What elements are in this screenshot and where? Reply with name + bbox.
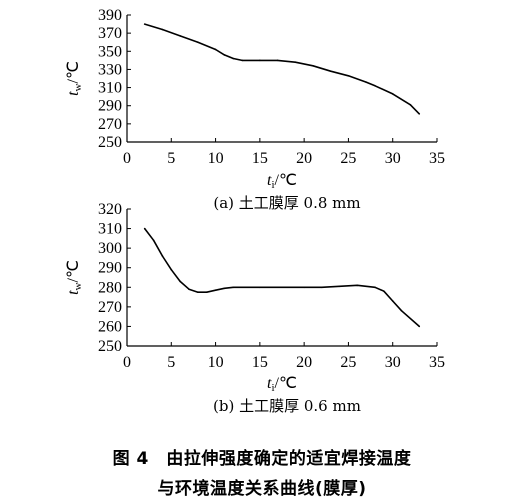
data-point: [197, 41, 199, 44]
data-point: [365, 81, 367, 83]
x-axis-label: ti/℃: [267, 375, 297, 394]
data-point: [383, 290, 385, 292]
x-tick-label: 25: [340, 354, 356, 371]
y-tick-label: 330: [98, 61, 122, 78]
y-tick-label: 390: [98, 7, 122, 24]
y-tick-label: 270: [98, 299, 122, 316]
series-line: [144, 228, 420, 328]
data-point: [303, 286, 305, 289]
data-point: [409, 104, 412, 106]
x-tick-label: 10: [208, 354, 224, 371]
x-tick-label: 20: [296, 150, 312, 167]
y-tick-label: 310: [98, 80, 122, 97]
x-tick-label: 30: [385, 150, 401, 167]
x-tick-label: 5: [167, 354, 175, 371]
y-tick-label: 290: [98, 98, 122, 115]
y-tick-label: 250: [98, 134, 122, 151]
x-tick-label: 35: [429, 354, 445, 371]
data-point: [418, 325, 421, 328]
y-axis-label: tw/℃: [65, 61, 84, 96]
data-point: [205, 291, 208, 293]
data-point: [241, 59, 243, 62]
y-tick-label: 260: [98, 318, 122, 335]
data-point: [179, 35, 181, 37]
y-tick-label: 350: [98, 43, 122, 60]
x-tick-label: 10: [208, 150, 224, 167]
data-point: [321, 286, 323, 289]
data-point: [259, 59, 261, 62]
data-point: [294, 61, 297, 63]
data-point: [338, 285, 341, 288]
y-tick-label: 250: [98, 338, 122, 355]
figure-caption-line1: 图 4 由拉伸强度确定的适宜焊接温度: [112, 449, 412, 469]
data-point: [179, 280, 181, 283]
data-point: [347, 74, 350, 77]
series-line: [144, 23, 420, 115]
y-tick-label: 290: [98, 260, 122, 277]
x-axis-label: ti/℃: [267, 172, 297, 191]
data-point: [143, 23, 146, 25]
x-tick-label: 15: [252, 150, 268, 167]
data-point: [152, 239, 155, 242]
data-point: [188, 288, 190, 291]
data-point: [400, 309, 403, 312]
data-point: [161, 28, 164, 31]
data-point: [223, 54, 226, 56]
data-point: [223, 287, 226, 290]
data-point: [161, 255, 164, 257]
data-point: [214, 289, 217, 292]
data-point: [214, 48, 217, 51]
data-point: [374, 84, 376, 87]
subcaption: (a) 土工膜厚 0.8 mm: [213, 194, 360, 212]
data-point: [329, 70, 332, 73]
data-point: [312, 65, 314, 67]
y-tick-label: 300: [98, 240, 122, 257]
y-tick-label: 310: [98, 221, 122, 238]
data-point: [197, 291, 199, 293]
y-tick-label: 370: [98, 25, 122, 42]
data-point: [391, 300, 394, 302]
x-tick-label: 25: [340, 150, 356, 167]
data-point: [418, 113, 421, 115]
data-point: [232, 57, 235, 60]
data-point: [259, 286, 261, 289]
y-tick-label: 280: [98, 279, 122, 296]
y-tick-label: 320: [98, 201, 122, 218]
x-tick-label: 0: [123, 354, 131, 371]
subcaption: (b) 土工膜厚 0.6 mm: [213, 397, 361, 415]
data-point: [232, 286, 235, 289]
data-point: [170, 268, 173, 271]
x-tick-label: 15: [252, 354, 268, 371]
data-point: [356, 284, 359, 287]
x-tick-label: 5: [167, 150, 175, 167]
chart-b: 0 5 10 15 20 25 30 35 250 260 270 280 290 300 310 320 ti…: [65, 201, 445, 415]
x-tick-label: 20: [296, 354, 312, 371]
y-tick-label: 270: [98, 116, 122, 133]
x-tick-label: 0: [123, 150, 131, 167]
data-point: [276, 59, 279, 62]
x-tick-label: 30: [385, 354, 401, 371]
data-point: [391, 93, 394, 95]
data-point: [374, 286, 376, 289]
x-tick-label: 35: [429, 150, 445, 167]
data-point: [143, 227, 146, 230]
y-axis-label: tw/℃: [65, 260, 84, 295]
figure-caption-line2: 与环境温度关系曲线(膜厚): [157, 479, 367, 499]
